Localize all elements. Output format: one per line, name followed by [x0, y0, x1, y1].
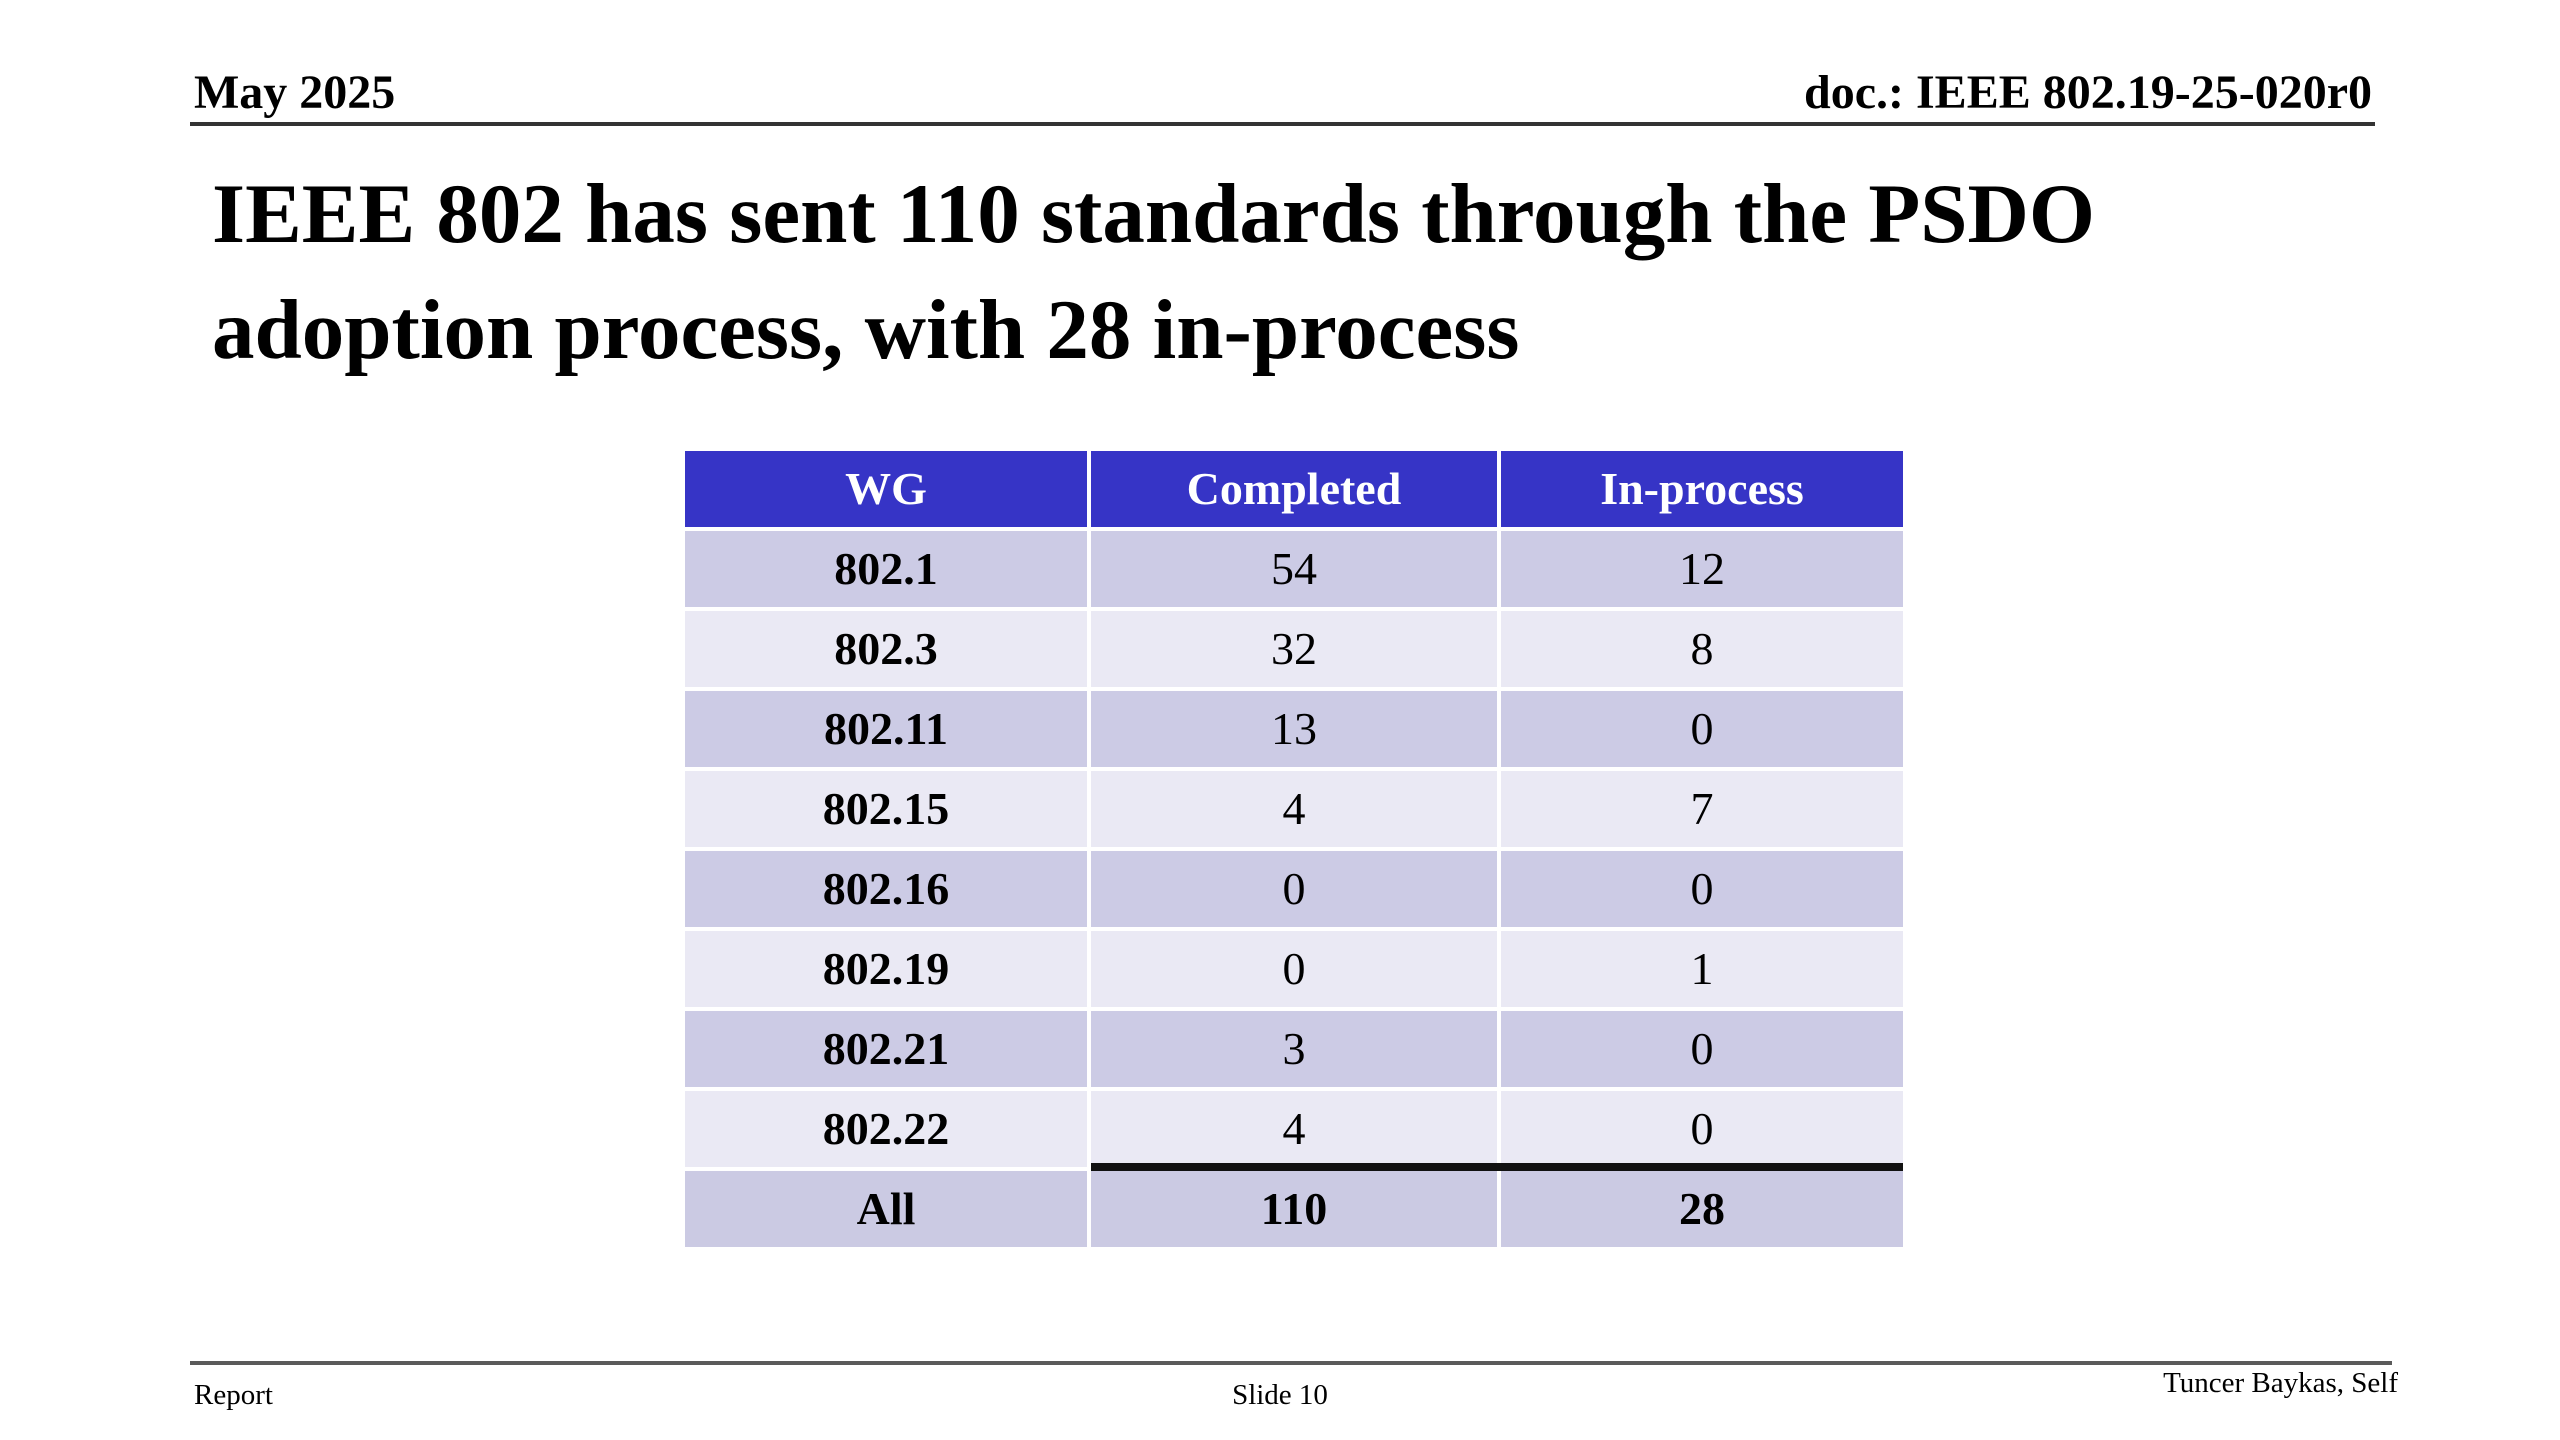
cell-completed: 0: [1091, 931, 1497, 1007]
cell-completed: 54: [1091, 531, 1497, 607]
cell-completed: 32: [1091, 611, 1497, 687]
cell-in-process: 0: [1501, 1091, 1903, 1167]
cell-completed: 0: [1091, 851, 1497, 927]
cell-completed: 13: [1091, 691, 1497, 767]
footer-rule: [190, 1361, 2392, 1365]
standards-table: WG Completed In-process 802.1 54 12 802.…: [685, 451, 1903, 1247]
col-header-completed: Completed: [1091, 451, 1497, 527]
table-row: 802.1 54 12: [685, 531, 1903, 607]
table-row: 802.11 13 0: [685, 691, 1903, 767]
table-row: 802.19 0 1: [685, 931, 1903, 1007]
table-row: 802.21 3 0: [685, 1011, 1903, 1087]
page-title-line1: IEEE 802 has sent 110 standards through …: [212, 167, 2096, 261]
footer-author: Tuncer Baykas, Self: [2163, 1367, 2398, 1399]
page-title: IEEE 802 has sent 110 standards through …: [212, 156, 2492, 388]
cell-in-process: 0: [1501, 691, 1903, 767]
table-total-row: All 110 28: [685, 1171, 1903, 1247]
cell-wg: 802.16: [685, 851, 1087, 927]
cell-in-process: 12: [1501, 531, 1903, 607]
table-row: 802.16 0 0: [685, 851, 1903, 927]
cell-completed-total: 110: [1091, 1171, 1497, 1247]
table-row: 802.22 4 0: [685, 1091, 1903, 1167]
cell-completed: 4: [1091, 771, 1497, 847]
cell-in-process-total: 28: [1501, 1171, 1903, 1247]
table-row: 802.15 4 7: [685, 771, 1903, 847]
page-title-line2: adoption process, with 28 in-process: [212, 283, 1520, 377]
col-header-in-process: In-process: [1501, 451, 1903, 527]
table-row: 802.3 32 8: [685, 611, 1903, 687]
cell-in-process: 8: [1501, 611, 1903, 687]
cell-wg: 802.1: [685, 531, 1087, 607]
cell-wg: 802.21: [685, 1011, 1087, 1087]
cell-completed: 4: [1091, 1091, 1497, 1167]
slide-date: May 2025: [194, 66, 396, 119]
cell-wg: 802.11: [685, 691, 1087, 767]
footer-report-label: Report: [194, 1379, 273, 1411]
cell-wg: 802.19: [685, 931, 1087, 1007]
table-header-row: WG Completed In-process: [685, 451, 1903, 527]
header-rule: [190, 122, 2375, 126]
cell-in-process: 1: [1501, 931, 1903, 1007]
cell-in-process: 0: [1501, 1011, 1903, 1087]
cell-in-process: 7: [1501, 771, 1903, 847]
cell-wg: 802.3: [685, 611, 1087, 687]
doc-number: doc.: IEEE 802.19-25-020r0: [1804, 66, 2372, 119]
cell-wg: 802.15: [685, 771, 1087, 847]
total-separator-line: [1091, 1163, 1903, 1171]
cell-wg: 802.22: [685, 1091, 1087, 1167]
footer-slide-number: Slide 10: [1232, 1379, 1328, 1411]
col-header-wg: WG: [685, 451, 1087, 527]
cell-in-process: 0: [1501, 851, 1903, 927]
cell-completed: 3: [1091, 1011, 1497, 1087]
cell-wg-all: All: [685, 1171, 1087, 1247]
